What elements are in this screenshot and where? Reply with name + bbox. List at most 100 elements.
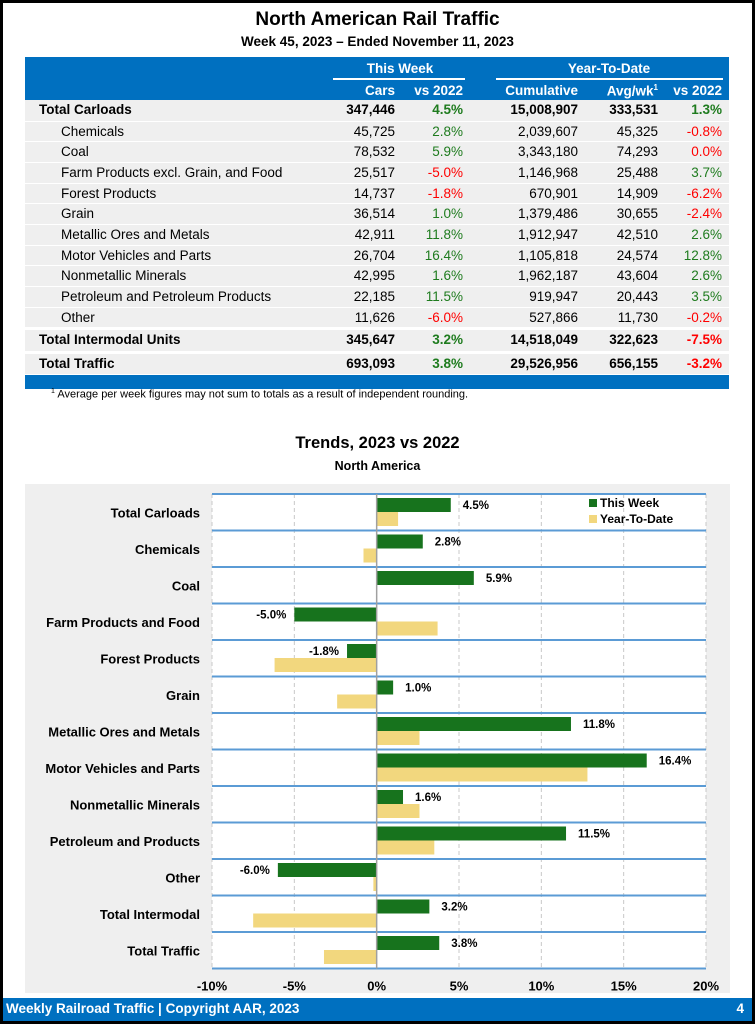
cell-cumulative: 1,962,187 xyxy=(517,268,578,284)
cell-ytd-vs: -0.2% xyxy=(686,309,722,325)
bar-this-week xyxy=(376,680,394,695)
table-row: Grain 36,514 1.0% 1,379,486 30,655 -2.4% xyxy=(25,204,729,225)
cell-tw-vs: 2.8% xyxy=(432,123,463,139)
bar-ytd xyxy=(274,658,377,672)
table-row: Chemicals 45,725 2.8% 2,039,607 45,325 -0.8% xyxy=(25,121,729,143)
category-label: Nonmetallic Minerals xyxy=(70,797,200,812)
row-label: Total Intermodal Units xyxy=(39,332,181,348)
bar-this-week xyxy=(376,936,440,950)
page-footer: Weekly Railroad Traffic | Copyright AAR,… xyxy=(3,998,752,1021)
cell-cars: 11,626 xyxy=(354,309,395,325)
cell-avg: 45,325 xyxy=(616,123,658,139)
cell-ytd-vs: -3.2% xyxy=(686,355,722,371)
cell-ytd-vs: 1.3% xyxy=(691,102,722,117)
cell-avg: 25,488 xyxy=(616,164,658,180)
group-header-ytd: Year-To-Date xyxy=(567,61,651,76)
x-tick-label: 20% xyxy=(693,979,719,994)
category-label: Total Carloads xyxy=(111,505,200,520)
data-label: -6.0% xyxy=(240,865,270,877)
bar-this-week xyxy=(376,571,474,585)
cell-cumulative: 29,526,956 xyxy=(510,355,578,371)
cell-tw-vs: -5.0% xyxy=(427,164,463,180)
cell-cars: 78,532 xyxy=(353,144,395,160)
x-tick-label: 0% xyxy=(367,979,386,994)
bar-this-week xyxy=(376,899,430,914)
data-label: 3.2% xyxy=(441,902,467,914)
category-label: Farm Products and Food xyxy=(46,615,200,630)
cell-avg: 656,155 xyxy=(609,355,658,371)
table-row: Other 11,626 -6.0% 527,866 11,730 -0.2% xyxy=(25,307,729,329)
cell-cumulative: 14,518,049 xyxy=(510,332,578,348)
cell-tw-vs: 1.0% xyxy=(432,206,463,222)
bar-this-week xyxy=(347,644,377,658)
bar-ytd xyxy=(363,548,377,563)
cell-tw-vs: 1.6% xyxy=(432,268,463,284)
bar-ytd xyxy=(376,512,399,526)
data-label: 16.4% xyxy=(659,756,692,768)
data-label: -1.8% xyxy=(309,646,339,658)
footnote: 1 Average per week figures may not sum t… xyxy=(51,388,468,401)
column-header-avg: Avg/wk1 xyxy=(578,83,658,99)
cell-tw-vs: -6.0% xyxy=(427,309,463,325)
table-body: Total Carloads 347,446 4.5% 15,008,907 333,5… xyxy=(25,100,729,376)
category-label: Grain xyxy=(166,688,200,703)
footnote-text: Average per week figures may not sum to … xyxy=(57,388,469,401)
cell-cumulative: 15,008,907 xyxy=(510,102,578,117)
bar-this-week xyxy=(376,717,571,731)
cell-cumulative: 670,901 xyxy=(529,185,578,201)
table-row: Forest Products 14,737 -1.8% 670,901 14,909 -… xyxy=(25,183,729,205)
cell-cars: 14,737 xyxy=(353,185,395,201)
cell-tw-vs: 11.5% xyxy=(425,289,463,304)
cell-tw-vs: 3.2% xyxy=(432,332,463,348)
cell-cars: 22,185 xyxy=(353,289,395,304)
data-label: 4.5% xyxy=(463,500,489,512)
footnote-marker: 1 xyxy=(653,83,658,92)
category-label: Total Traffic xyxy=(127,943,200,958)
group-header-underline xyxy=(496,78,723,80)
cell-cumulative: 1,912,947 xyxy=(517,226,578,242)
cell-cars: 45,725 xyxy=(353,123,395,139)
cell-avg: 20,443 xyxy=(616,289,658,304)
row-label: Total Carloads xyxy=(39,102,132,117)
cell-avg: 14,909 xyxy=(616,185,658,201)
bar-ytd xyxy=(376,804,420,818)
row-label: Grain xyxy=(61,206,95,222)
cell-tw-vs: -1.8% xyxy=(427,185,463,201)
cell-cars: 693,093 xyxy=(346,355,395,371)
cell-ytd-vs: 3.5% xyxy=(691,289,722,304)
data-label: -5.0% xyxy=(256,610,286,622)
cell-ytd-vs: 2.6% xyxy=(691,226,722,242)
category-label: Total Intermodal xyxy=(100,907,200,922)
category-label: Chemicals xyxy=(135,542,200,557)
chart-subtitle: North America xyxy=(334,459,421,473)
cell-avg: 42,510 xyxy=(616,226,658,242)
cell-cars: 25,517 xyxy=(353,164,395,180)
chart-title: Trends, 2023 vs 2022 xyxy=(295,434,460,452)
row-label: Metallic Ores and Metals xyxy=(61,226,210,242)
group-header-this-week: This Week xyxy=(366,61,434,76)
cell-ytd-vs: -7.5% xyxy=(686,332,722,348)
category-label: Coal xyxy=(172,578,200,593)
bar-ytd xyxy=(376,767,588,782)
legend-label-this-week: This Week xyxy=(600,496,659,510)
cell-ytd-vs: -0.8% xyxy=(686,123,722,139)
x-tick-label: 5% xyxy=(450,979,469,994)
cell-cars: 26,704 xyxy=(353,247,395,263)
data-label: 1.6% xyxy=(415,792,441,804)
table-row: Petroleum and Petroleum Products 22,185 11… xyxy=(25,287,729,308)
legend-swatch-ytd xyxy=(589,515,597,523)
column-header-cars: Cars xyxy=(364,83,395,98)
cell-avg: 322,623 xyxy=(609,332,658,348)
footnote-marker: 1 xyxy=(51,388,55,395)
legend-swatch-this-week xyxy=(589,499,597,507)
cell-cars: 36,514 xyxy=(353,206,395,222)
cell-avg: 30,655 xyxy=(616,206,658,222)
cell-ytd-vs: -6.2% xyxy=(686,185,722,201)
cell-tw-vs: 16.4% xyxy=(424,247,463,263)
row-label: Other xyxy=(61,309,95,325)
column-header-cumulative: Cumulative xyxy=(505,83,578,98)
table-row: Motor Vehicles and Parts 26,704 16.4% 1,105… xyxy=(25,245,729,267)
cell-cumulative: 1,105,818 xyxy=(517,247,578,263)
table-header: This Week Year-To-Date Cars vs 2022 Cumu… xyxy=(25,57,729,100)
cell-ytd-vs: 0.0% xyxy=(691,144,722,160)
